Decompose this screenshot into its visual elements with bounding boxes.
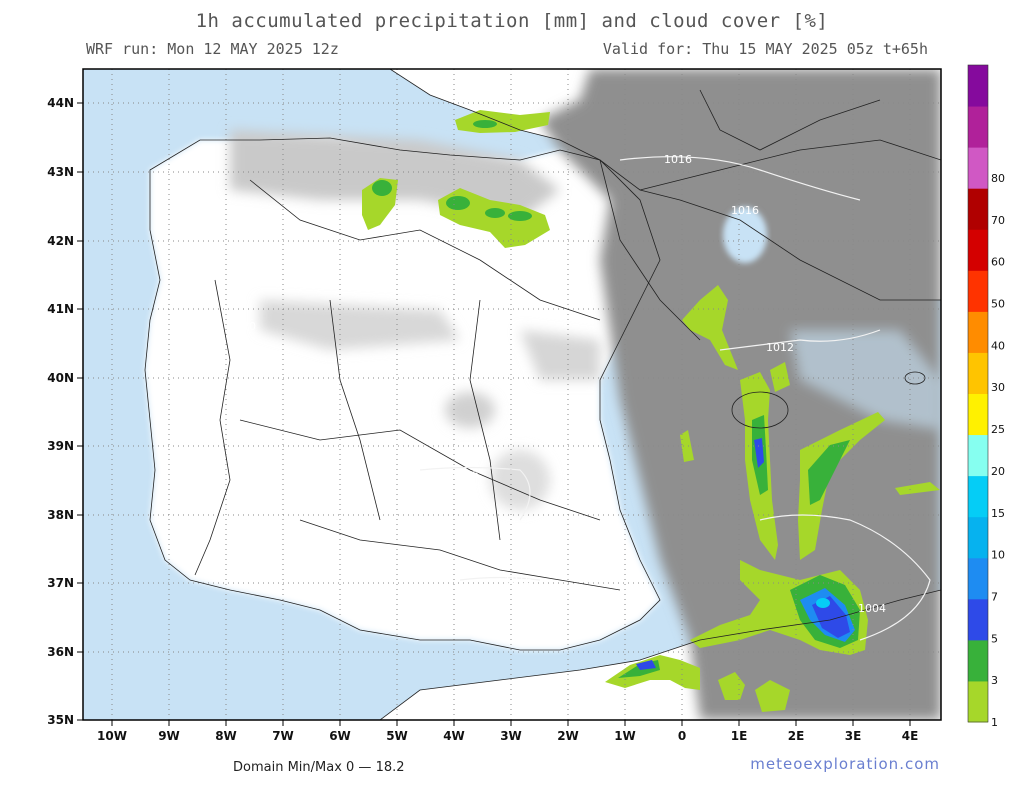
credit-link[interactable]: meteoexploration.com xyxy=(750,755,940,773)
lat-label: 41N xyxy=(47,302,74,316)
colorbar-segment xyxy=(968,475,988,518)
lon-label: 7W xyxy=(272,729,294,743)
isobar-label: 1016 xyxy=(731,204,759,217)
colorbar-frame xyxy=(967,64,989,723)
isobars xyxy=(419,156,931,641)
map-area: 1016 1012 1004 1016 1016 1016 1020 xyxy=(83,69,941,720)
colorbar-label: 80 xyxy=(991,172,1005,185)
colorbar-label: 30 xyxy=(991,381,1005,394)
colorbar-segment xyxy=(968,270,988,312)
isobar-label: 1004 xyxy=(858,602,886,615)
colorbar-labels: 1 3 5 7 10 15 20 25 30 40 50 60 70 80 xyxy=(991,172,1005,729)
lat-label: 40N xyxy=(47,371,74,385)
lon-label: 3E xyxy=(845,729,862,743)
colorbar-segment xyxy=(968,106,988,148)
colorbar-label: 7 xyxy=(991,590,998,603)
lon-label: 9W xyxy=(158,729,180,743)
lat-label: 44N xyxy=(47,96,74,110)
colorbar-label: 70 xyxy=(991,214,1005,227)
colorbar-segment xyxy=(968,434,988,477)
colorbar-label: 40 xyxy=(991,339,1005,352)
lat-label: 43N xyxy=(47,165,74,179)
lon-label: 5W xyxy=(386,729,408,743)
domain-minmax: Domain Min/Max 0 — 18.2 xyxy=(233,760,405,775)
isobar-label: 1016 xyxy=(504,574,532,587)
colorbar-segment xyxy=(968,188,988,230)
colorbar-segment xyxy=(968,639,988,682)
iberia-land xyxy=(145,138,660,650)
colorbar-label: 5 xyxy=(991,632,998,645)
map-frame xyxy=(82,68,942,721)
lat-label: 37N xyxy=(47,576,74,590)
clear-sea-band xyxy=(790,330,941,430)
colorbar-label: 25 xyxy=(991,423,1005,436)
colorbar-label: 15 xyxy=(991,507,1005,520)
lon-label: 8W xyxy=(215,729,237,743)
colorbar-segment xyxy=(968,229,988,271)
borders xyxy=(144,69,941,720)
lat-label: 35N xyxy=(47,713,74,727)
isobar-labels: 1016 1012 1004 1016 1016 1016 1020 xyxy=(228,153,886,615)
lon-label: 0 xyxy=(678,729,686,743)
colorbar-segment xyxy=(968,680,988,723)
latitude-labels: 44N 43N 42N 41N 40N 39N 38N 37N 36N 35N xyxy=(47,96,74,727)
lat-label: 38N xyxy=(47,508,74,522)
colorbar-segment xyxy=(968,516,988,559)
lat-label: 39N xyxy=(47,439,74,453)
colorbar-label: 60 xyxy=(991,256,1005,269)
colorbar-label: 20 xyxy=(991,465,1005,478)
colorbar-label: 10 xyxy=(991,549,1005,562)
colorbar-segment xyxy=(968,598,988,641)
colorbar-segment xyxy=(968,557,988,600)
colorbar-label: 50 xyxy=(991,298,1005,311)
colorbar-label: 3 xyxy=(991,674,998,687)
colorbar-segment xyxy=(968,352,988,394)
clear-patch xyxy=(723,207,767,263)
lon-label: 10W xyxy=(97,729,127,743)
colorbar-segment xyxy=(968,65,988,107)
colorbar-label: 1 xyxy=(991,716,998,729)
isobar-label: 1016 xyxy=(664,153,692,166)
lat-label: 36N xyxy=(47,645,74,659)
longitude-labels: 10W 9W 8W 7W 6W 5W 4W 3W 2W 1W 0 1E 2E 3… xyxy=(97,729,918,743)
lon-label: 4E xyxy=(902,729,919,743)
lon-label: 2E xyxy=(788,729,805,743)
axis-ticks xyxy=(77,102,911,726)
isobar-label: 1016 xyxy=(451,468,479,481)
lon-label: 4W xyxy=(443,729,465,743)
model-run-label: WRF run: Mon 12 MAY 2025 12z xyxy=(86,40,339,58)
colorbar-segment xyxy=(968,147,988,189)
isobar-label: 1012 xyxy=(766,341,794,354)
isobar-label: 1020 xyxy=(228,320,256,333)
colorbar-segment xyxy=(968,393,988,436)
lon-label: 3W xyxy=(500,729,522,743)
precipitation-layer xyxy=(362,110,940,712)
lon-label: 6W xyxy=(329,729,351,743)
colorbar-segment xyxy=(968,311,988,353)
lat-label: 42N xyxy=(47,234,74,248)
valid-time-label: Valid for: Thu 15 MAY 2025 05z t+65h xyxy=(602,40,928,58)
lon-label: 1E xyxy=(731,729,748,743)
lon-label: 1W xyxy=(614,729,636,743)
colorbar xyxy=(968,65,988,723)
chart-title: 1h accumulated precipitation [mm] and cl… xyxy=(195,10,829,32)
lon-label: 2W xyxy=(557,729,579,743)
